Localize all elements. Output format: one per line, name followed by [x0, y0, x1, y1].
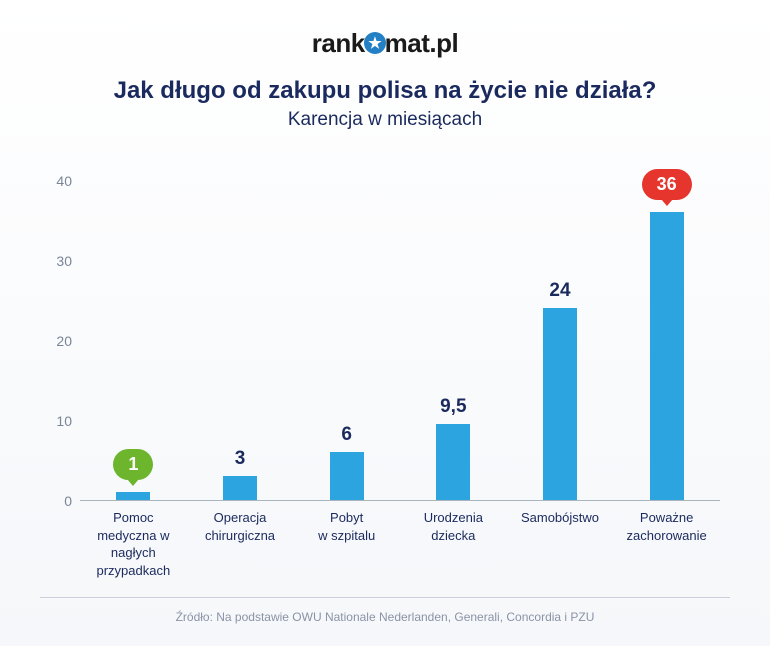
bar-value-label: 6 — [341, 424, 352, 446]
x-tick-label: Pobytw szpitalu — [292, 509, 402, 544]
bar — [543, 308, 577, 500]
x-tick-label: Urodzeniadziecka — [398, 509, 508, 544]
bar-value-label: 3 — [235, 448, 246, 470]
x-tick-label: Poważnezachorowanie — [612, 509, 722, 544]
chart-subtitle: Karencja w miesiącach — [0, 109, 770, 131]
x-tick-label: Pomocmedyczna w nagłychprzypadkach — [78, 509, 188, 579]
x-tick-label: Samobójstwo — [505, 509, 615, 527]
bar-value-label: 24 — [549, 280, 570, 302]
bar — [436, 424, 470, 500]
chart: 0102030401369,52436 Pomocmedyczna w nagł… — [40, 181, 730, 561]
y-tick-label: 20 — [40, 333, 72, 349]
bar-value-label: 9,5 — [440, 396, 466, 418]
source-text: Źródło: Na podstawie OWU Nationale Neder… — [40, 610, 730, 624]
logo-text-left: rank — [312, 28, 365, 58]
source-divider: Źródło: Na podstawie OWU Nationale Neder… — [40, 597, 730, 624]
bar — [650, 212, 684, 500]
value-badge: 36 — [642, 169, 692, 200]
logo: rank★mat.pl — [0, 28, 770, 59]
logo-text-right: mat.pl — [385, 28, 459, 58]
y-tick-label: 30 — [40, 253, 72, 269]
page: rank★mat.pl Jak długo od zakupu polisa n… — [0, 0, 770, 646]
y-tick-label: 10 — [40, 413, 72, 429]
y-tick-label: 40 — [40, 173, 72, 189]
bar — [116, 492, 150, 500]
y-tick-label: 0 — [40, 493, 72, 509]
star-icon: ★ — [364, 32, 386, 54]
plot-area: 0102030401369,52436 — [80, 181, 720, 501]
bar — [223, 476, 257, 500]
bar — [330, 452, 364, 500]
x-tick-label: Operacjachirurgiczna — [185, 509, 295, 544]
chart-title: Jak długo od zakupu polisa na życie nie … — [0, 77, 770, 105]
value-badge: 1 — [113, 449, 153, 480]
